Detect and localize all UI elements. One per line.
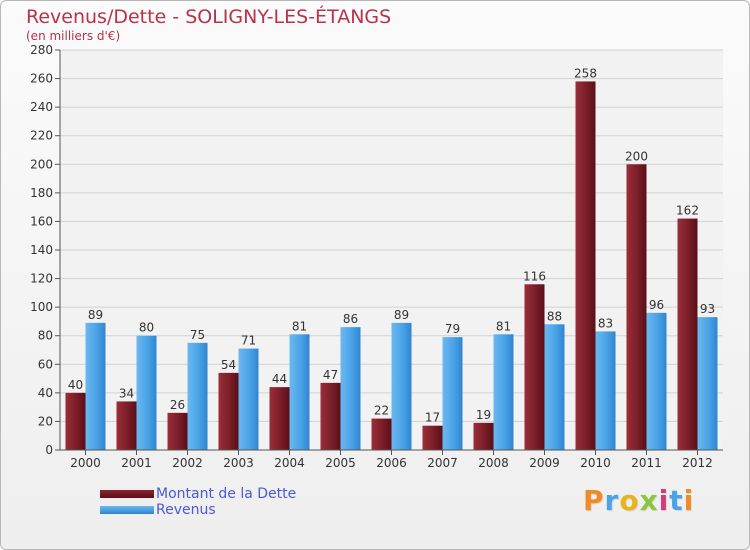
bar-revenus	[136, 335, 157, 450]
x-tick-label: 2000	[70, 456, 101, 470]
x-tick-label: 2009	[529, 456, 560, 470]
data-label-dette: 17	[425, 411, 440, 425]
proxiti-logo: Proxiti	[583, 484, 694, 517]
y-tick-label: 260	[30, 72, 53, 86]
y-tick-label: 20	[38, 414, 53, 428]
data-label-dette: 44	[272, 372, 287, 386]
data-label-dette: 22	[374, 404, 389, 418]
bar-revenus	[187, 342, 208, 450]
bar-dette	[167, 412, 188, 450]
x-tick-label: 2011	[631, 456, 662, 470]
logo-letter: x	[639, 484, 659, 517]
y-tick-label: 180	[30, 186, 53, 200]
bar-revenus	[340, 327, 361, 450]
bar-dette	[320, 382, 341, 450]
chart-title: Revenus/Dette - SOLIGNY-LES-ÉTANGS	[26, 6, 392, 28]
bar-dette	[65, 392, 86, 450]
y-tick-label: 0	[45, 443, 53, 457]
legend-item-debt: Montant de la Dette	[100, 486, 296, 502]
bar-revenus	[646, 312, 667, 450]
data-label-dette: 40	[68, 378, 83, 392]
bar-revenus	[391, 322, 412, 450]
bar-revenus	[544, 324, 565, 450]
bar-dette	[371, 418, 392, 450]
bar-dette	[473, 422, 494, 450]
legend-item-revenue: Revenus	[100, 502, 296, 518]
data-label-revenus: 83	[598, 316, 613, 330]
x-tick-label: 2006	[376, 456, 407, 470]
data-label-dette: 116	[523, 269, 546, 283]
logo-letter: P	[583, 484, 605, 517]
data-label-revenus: 79	[445, 322, 460, 336]
data-label-dette: 162	[676, 204, 699, 218]
data-label-dette: 47	[323, 368, 338, 382]
bar-dette	[269, 387, 290, 450]
logo-letter: o	[619, 484, 640, 517]
bar-revenus	[85, 322, 106, 450]
data-label-dette: 19	[476, 408, 491, 422]
y-tick-label: 100	[30, 300, 53, 314]
bar-dette	[677, 218, 698, 450]
data-label-dette: 26	[170, 398, 185, 412]
bar-dette	[422, 425, 443, 450]
bar-dette	[218, 372, 239, 450]
x-tick-label: 2003	[223, 456, 254, 470]
data-label-revenus: 75	[190, 328, 205, 342]
bar-dette	[575, 81, 596, 450]
x-tick-label: 2010	[580, 456, 611, 470]
y-tick-label: 220	[30, 129, 53, 143]
legend-swatch-debt	[100, 490, 154, 498]
x-tick-label: 2007	[427, 456, 458, 470]
y-tick-label: 80	[38, 329, 53, 343]
logo-letter: i	[658, 484, 670, 517]
data-label-revenus: 88	[547, 309, 562, 323]
y-tick-label: 40	[38, 386, 53, 400]
data-label-revenus: 71	[241, 334, 256, 348]
data-label-dette: 54	[221, 358, 236, 372]
x-tick-label: 2012	[682, 456, 713, 470]
data-label-revenus: 81	[292, 319, 307, 333]
data-label-dette: 258	[574, 66, 597, 80]
x-tick-label: 2001	[121, 456, 152, 470]
bar-revenus	[442, 337, 463, 450]
y-tick-label: 140	[30, 243, 53, 257]
chart-legend: Montant de la Dette Revenus	[100, 486, 296, 518]
bar-revenus	[493, 334, 514, 450]
chart-subtitle: (en milliers d'€)	[26, 29, 121, 43]
data-label-dette: 200	[625, 149, 648, 163]
bar-revenus	[238, 348, 259, 450]
y-tick-label: 200	[30, 157, 53, 171]
x-tick-label: 2004	[274, 456, 305, 470]
bar-dette	[524, 284, 545, 450]
legend-label-debt: Montant de la Dette	[156, 486, 297, 502]
legend-swatch-revenue	[100, 506, 154, 514]
data-label-revenus: 81	[496, 319, 511, 333]
x-tick-label: 2008	[478, 456, 509, 470]
y-tick-label: 240	[30, 100, 53, 114]
data-label-revenus: 89	[88, 308, 103, 322]
bar-dette	[116, 401, 137, 450]
data-label-revenus: 86	[343, 312, 358, 326]
y-tick-label: 160	[30, 214, 53, 228]
y-tick-label: 60	[38, 357, 53, 371]
bar-revenus	[697, 317, 718, 450]
data-label-revenus: 89	[394, 308, 409, 322]
y-tick-label: 120	[30, 272, 53, 286]
data-label-revenus: 96	[649, 298, 664, 312]
logo-letter: r	[604, 484, 620, 517]
logo-letter: i	[683, 484, 695, 517]
x-tick-label: 2002	[172, 456, 203, 470]
logo-letter: t	[669, 484, 684, 517]
data-label-dette: 34	[119, 386, 134, 400]
bar-dette	[626, 164, 647, 451]
bar-revenus	[595, 331, 616, 450]
x-tick-label: 2005	[325, 456, 356, 470]
data-label-revenus: 93	[700, 302, 715, 316]
y-tick-label: 280	[30, 43, 53, 57]
legend-label-revenue: Revenus	[156, 502, 216, 518]
data-label-revenus: 80	[139, 321, 154, 335]
bar-revenus	[289, 334, 310, 450]
